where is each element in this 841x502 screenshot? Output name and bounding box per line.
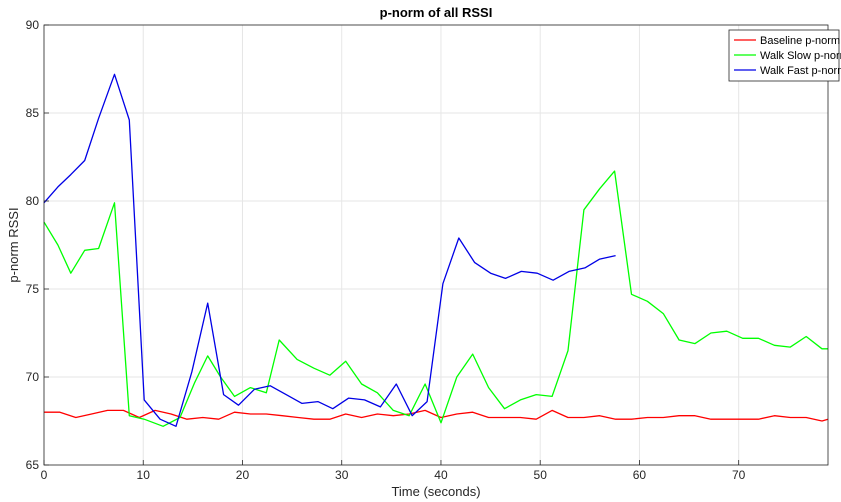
x-tick-label: 20 [236, 468, 250, 482]
ticks: 0 10 20 30 40 50 60 70 65 70 75 80 85 90 [26, 18, 746, 482]
series-line-3 [43, 73, 616, 427]
x-tick-label: 50 [534, 468, 548, 482]
legend-label: Baseline p-norm [760, 35, 840, 47]
y-tick-label: 85 [26, 106, 40, 120]
plot-frame [43, 24, 829, 466]
x-tick-label: 40 [434, 468, 448, 482]
series-layer [43, 73, 829, 427]
x-axis-title: Time (seconds) [391, 484, 480, 499]
x-tick-label: 10 [137, 468, 151, 482]
x-tick-label: 30 [335, 468, 349, 482]
y-tick-label: 90 [26, 18, 40, 32]
x-tick-label: 0 [41, 468, 48, 482]
legend: Baseline p-norm Walk Slow p-norm Walk Fast… [728, 29, 841, 82]
chart-title: p-norm of all RSSI [380, 5, 493, 20]
y-tick-label: 75 [26, 282, 40, 296]
x-tick-label: 60 [633, 468, 647, 482]
legend-label: Walk Slow p-norm [760, 50, 841, 62]
y-tick-label: 65 [26, 458, 40, 472]
x-tick-label: 70 [732, 468, 746, 482]
series-line-2 [43, 170, 828, 427]
legend-label: Walk Fast p-norm [760, 65, 841, 77]
y-axis-title: p-norm RSSI [6, 207, 21, 282]
y-tick-label: 80 [26, 194, 40, 208]
y-tick-label: 70 [26, 370, 40, 384]
series-line-1 [44, 409, 829, 422]
